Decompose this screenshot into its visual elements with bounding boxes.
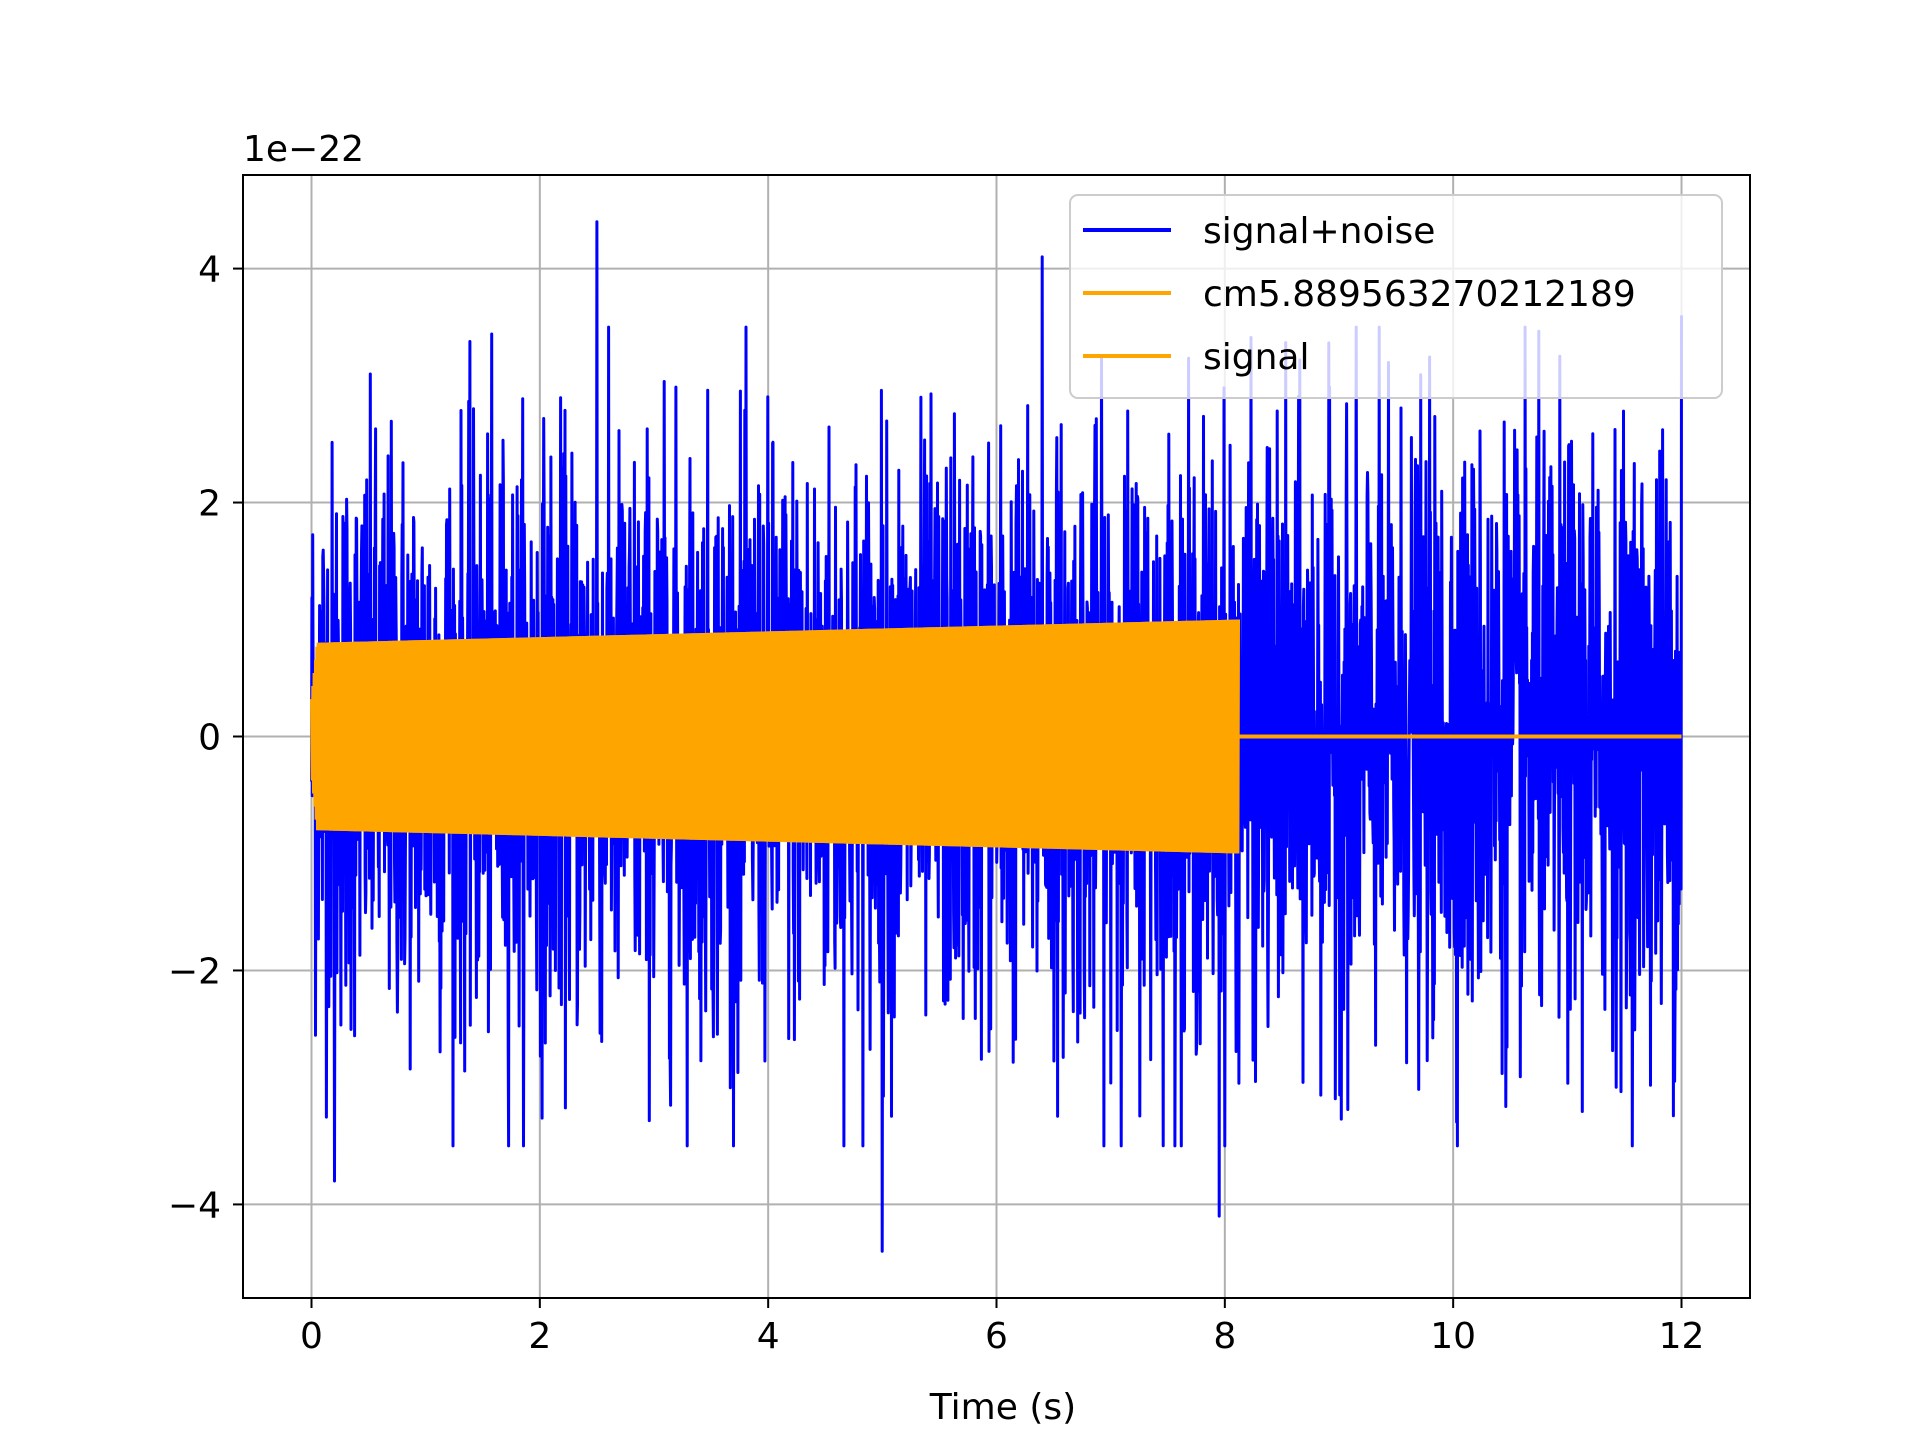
legend-label-2: signal <box>1203 337 1310 378</box>
x-tick-label-4: 8 <box>1213 1316 1236 1357</box>
x-tick-label-1: 2 <box>528 1316 551 1357</box>
y-tick-label-2: 0 <box>198 718 221 759</box>
x-tick-label-3: 6 <box>985 1316 1008 1357</box>
y-tick-label-3: 2 <box>198 484 221 525</box>
y-ticks: −4 −2 0 2 4 <box>168 250 243 1226</box>
legend-label-0: signal+noise <box>1203 211 1435 252</box>
plot-data <box>310 220 1683 1253</box>
y-offset-label: 1e−22 <box>243 129 364 170</box>
y-tick-label-1: −2 <box>168 951 221 992</box>
x-tick-label-5: 10 <box>1430 1316 1476 1357</box>
legend: signal+noise cm5.889563270212189 signal <box>1069 194 1723 399</box>
x-ticks: 0 2 4 6 8 10 12 <box>300 1298 1704 1357</box>
y-tick-label-0: −4 <box>168 1185 221 1226</box>
series-cm-envelope <box>317 619 1239 854</box>
x-axis-label: Time (s) <box>929 1387 1076 1428</box>
x-tick-label-0: 0 <box>300 1316 323 1357</box>
y-tick-label-4: 4 <box>198 250 221 291</box>
legend-label-1: cm5.889563270212189 <box>1203 274 1636 315</box>
x-tick-label-6: 12 <box>1659 1316 1705 1357</box>
x-tick-label-2: 4 <box>757 1316 780 1357</box>
legend-box <box>1069 194 1723 399</box>
